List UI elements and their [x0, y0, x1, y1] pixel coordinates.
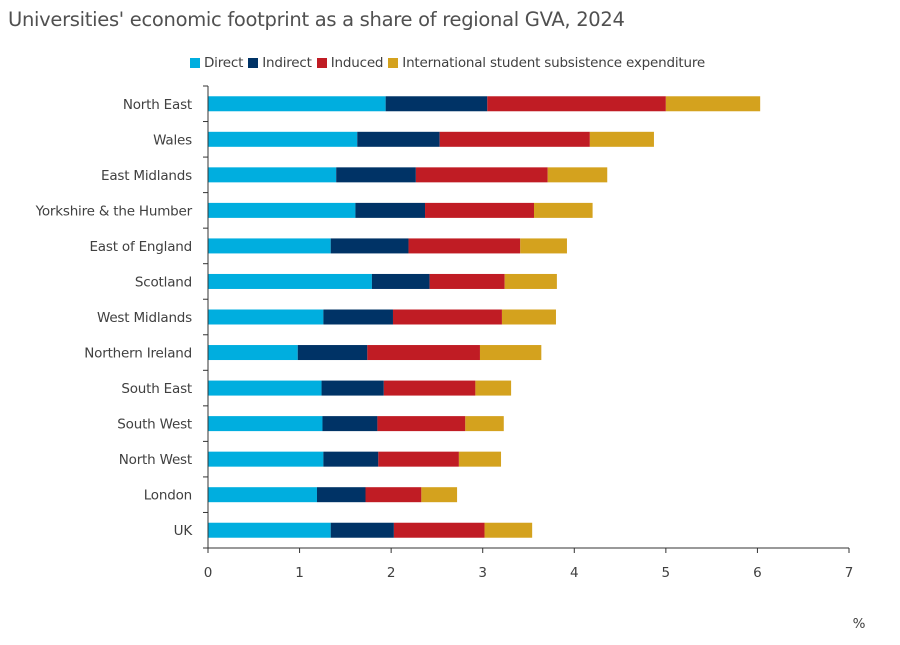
- bar-scotland-international-student-subsistence-expenditure: [504, 273, 557, 289]
- legend: Direct Indirect Induced International st…: [0, 55, 900, 71]
- bar-uk-induced: [393, 522, 485, 538]
- legend-item-direct: Direct: [189, 55, 244, 71]
- bar-yorkshire-and-the-humber-direct: [208, 202, 356, 218]
- bar-london-direct: [208, 487, 317, 503]
- bar-south-east-induced: [383, 380, 476, 396]
- legend-label-international: International student subsistence expend…: [402, 55, 706, 71]
- category-label-northern-ireland: Northern Ireland: [84, 346, 192, 362]
- bar-east-of-england-international-student-subsistence-expenditure: [520, 238, 567, 254]
- bar-south-east-indirect: [321, 380, 384, 396]
- legend-swatch-international: [388, 58, 399, 68]
- bar-wales-direct: [208, 131, 358, 147]
- bar-north-east-direct: [208, 96, 386, 112]
- legend-label-indirect: Indirect: [262, 55, 312, 71]
- axes-group: [203, 85, 850, 553]
- bar-yorkshire-and-the-humber-indirect: [355, 202, 426, 218]
- bar-london-international-student-subsistence-expenditure: [421, 487, 458, 503]
- legend-swatch-induced: [316, 58, 327, 68]
- chart-title: Universities' economic footprint as a sh…: [8, 8, 625, 31]
- bar-west-midlands-induced: [392, 309, 502, 325]
- category-label-south-east: South East: [121, 381, 192, 397]
- legend-label-induced: Induced: [330, 55, 384, 71]
- labels-group: North East Wales East Midlands Yorkshire & …: [35, 97, 866, 632]
- bar-wales-indirect: [357, 131, 440, 147]
- bar-yorkshire-and-the-humber-international-student-subsistence-expenditure: [533, 202, 593, 218]
- bar-east-midlands-indirect: [336, 167, 416, 183]
- bar-northern-ireland-induced: [367, 345, 480, 361]
- bar-uk-indirect: [330, 522, 394, 538]
- bar-east-midlands-direct: [208, 167, 337, 183]
- bar-east-of-england-induced: [408, 238, 521, 254]
- category-label-scotland: Scotland: [135, 274, 192, 290]
- bar-north-west-induced: [378, 451, 459, 467]
- bar-south-east-international-student-subsistence-expenditure: [475, 380, 512, 396]
- bar-west-midlands-direct: [208, 309, 324, 325]
- category-label-north-west: North West: [119, 452, 192, 468]
- bar-london-induced: [365, 487, 422, 503]
- bar-uk-international-student-subsistence-expenditure: [484, 522, 533, 538]
- bar-south-west-indirect: [322, 416, 378, 432]
- bar-north-west-direct: [208, 451, 324, 467]
- legend-swatch-direct: [189, 58, 200, 68]
- bar-scotland-induced: [429, 273, 505, 289]
- bar-scotland-indirect: [371, 273, 430, 289]
- category-label-east-midlands: East Midlands: [101, 168, 192, 184]
- bar-south-west-international-student-subsistence-expenditure: [465, 416, 504, 432]
- bar-north-west-indirect: [323, 451, 379, 467]
- x-tick-label-5: 5: [662, 565, 671, 581]
- category-label-wales: Wales: [153, 132, 192, 148]
- legend-label-direct: Direct: [203, 55, 244, 71]
- category-label-uk: UK: [174, 523, 194, 539]
- bar-south-west-induced: [377, 416, 466, 432]
- category-label-north-east: North East: [123, 97, 192, 113]
- category-label-south-west: South West: [117, 417, 192, 433]
- x-tick-label-4: 4: [570, 565, 579, 581]
- bars-group: [208, 96, 761, 538]
- category-label-yorkshire-and-the-humber: Yorkshire & the Humber: [35, 203, 193, 219]
- bar-northern-ireland-international-student-subsistence-expenditure: [479, 345, 542, 361]
- bar-yorkshire-and-the-humber-induced: [425, 202, 534, 218]
- category-label-london: London: [144, 488, 192, 504]
- bar-north-west-international-student-subsistence-expenditure: [458, 451, 502, 467]
- category-label-west-midlands: West Midlands: [97, 310, 192, 326]
- bar-wales-international-student-subsistence-expenditure: [589, 131, 654, 147]
- bar-east-of-england-indirect: [330, 238, 409, 254]
- bar-london-indirect: [316, 487, 366, 503]
- bar-east-midlands-international-student-subsistence-expenditure: [547, 167, 608, 183]
- bar-scotland-direct: [208, 273, 372, 289]
- x-tick-label-1: 1: [295, 565, 304, 581]
- bar-west-midlands-indirect: [323, 309, 393, 325]
- x-tick-label-2: 2: [387, 565, 396, 581]
- bar-north-east-induced: [487, 96, 666, 112]
- bar-wales-induced: [439, 131, 590, 147]
- x-axis-unit-label: %: [853, 616, 866, 632]
- legend-item-international: International student subsistence expend…: [388, 55, 705, 71]
- bar-east-midlands-induced: [415, 167, 548, 183]
- legend-item-indirect: Indirect: [248, 55, 312, 71]
- x-tick-label-0: 0: [204, 565, 213, 581]
- x-tick-label-6: 6: [753, 565, 762, 581]
- legend-swatch-indirect: [248, 58, 259, 68]
- bar-north-east-international-student-subsistence-expenditure: [665, 96, 761, 112]
- bar-west-midlands-international-student-subsistence-expenditure: [501, 309, 556, 325]
- bar-northern-ireland-direct: [208, 345, 298, 361]
- x-tick-label-3: 3: [478, 565, 487, 581]
- category-label-east-of-england: East of England: [89, 239, 192, 255]
- x-tick-label-7: 7: [845, 565, 854, 581]
- bar-northern-ireland-indirect: [297, 345, 368, 361]
- bar-south-east-direct: [208, 380, 322, 396]
- bar-south-west-direct: [208, 416, 323, 432]
- legend-item-induced: Induced: [316, 55, 384, 71]
- bar-east-of-england-direct: [208, 238, 331, 254]
- bar-uk-direct: [208, 522, 331, 538]
- bar-north-east-indirect: [385, 96, 488, 112]
